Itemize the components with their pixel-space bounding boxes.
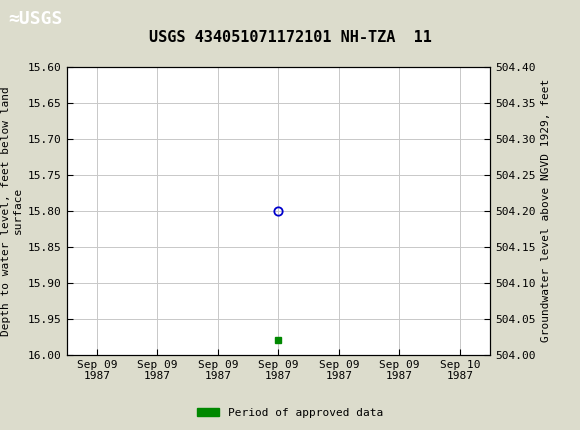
Y-axis label: Depth to water level, feet below land
surface: Depth to water level, feet below land su… xyxy=(1,86,23,335)
Text: USGS 434051071172101 NH-TZA  11: USGS 434051071172101 NH-TZA 11 xyxy=(148,30,432,45)
Y-axis label: Groundwater level above NGVD 1929, feet: Groundwater level above NGVD 1929, feet xyxy=(541,79,551,342)
Text: ≈USGS: ≈USGS xyxy=(9,10,63,28)
Legend: Period of approved data: Period of approved data xyxy=(193,403,387,422)
